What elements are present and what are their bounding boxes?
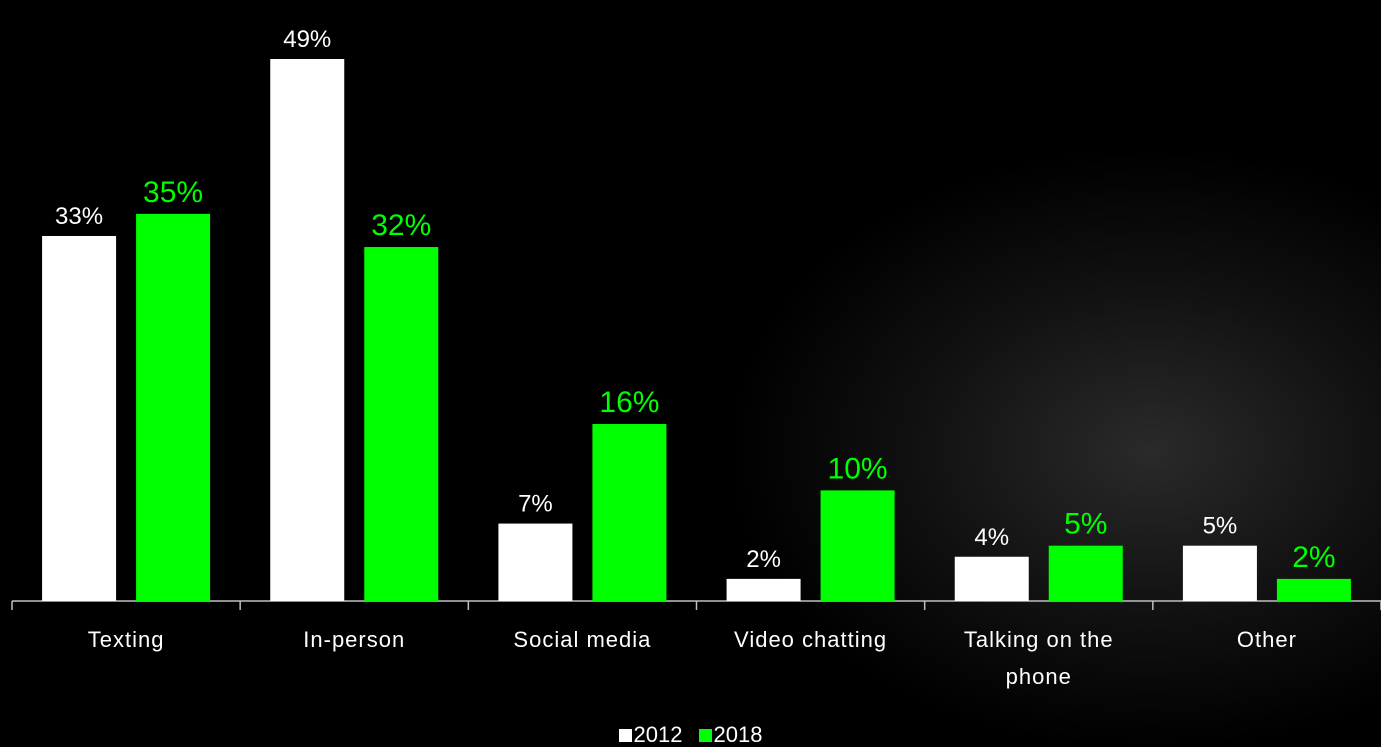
bar xyxy=(498,523,573,601)
bar xyxy=(1182,545,1257,601)
data-label: 16% xyxy=(599,386,659,419)
data-label: 2% xyxy=(746,546,781,573)
bar xyxy=(820,490,895,601)
bar xyxy=(1048,545,1123,601)
legend: 2012 2018 xyxy=(0,722,1381,748)
x-tick-label: Talking on the phone xyxy=(963,627,1114,689)
legend-item: 2012 xyxy=(618,722,683,748)
data-label: 4% xyxy=(974,524,1009,551)
bar xyxy=(42,235,117,601)
bar xyxy=(270,59,345,601)
data-label: 33% xyxy=(55,203,103,230)
data-label: 35% xyxy=(143,176,203,209)
data-label: 49% xyxy=(283,26,331,53)
x-tick-label: Other xyxy=(1236,627,1297,652)
data-label: 2% xyxy=(1292,541,1335,574)
legend-item: 2018 xyxy=(698,722,763,748)
bar xyxy=(136,213,211,601)
bar xyxy=(726,578,801,601)
bar xyxy=(1276,578,1351,601)
bar xyxy=(364,247,439,601)
x-tick-label: Texting xyxy=(87,627,165,652)
x-tick-label: In-person xyxy=(303,627,406,652)
legend-label: 2018 xyxy=(713,722,763,747)
bar xyxy=(592,424,667,601)
data-label: 7% xyxy=(518,491,553,518)
data-label: 5% xyxy=(1064,508,1107,541)
bar xyxy=(954,556,1029,601)
data-label: 10% xyxy=(828,452,888,485)
legend-swatch xyxy=(618,729,632,742)
legend-label: 2012 xyxy=(633,722,683,747)
data-label: 5% xyxy=(1203,513,1238,540)
x-tick-label: Video chatting xyxy=(734,627,888,652)
legend-swatch xyxy=(698,729,712,742)
data-label: 32% xyxy=(371,209,431,242)
x-tick-label: Social media xyxy=(513,627,652,652)
